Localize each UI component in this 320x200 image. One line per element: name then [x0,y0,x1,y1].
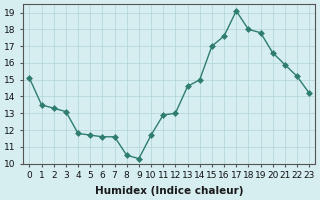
X-axis label: Humidex (Indice chaleur): Humidex (Indice chaleur) [95,186,244,196]
